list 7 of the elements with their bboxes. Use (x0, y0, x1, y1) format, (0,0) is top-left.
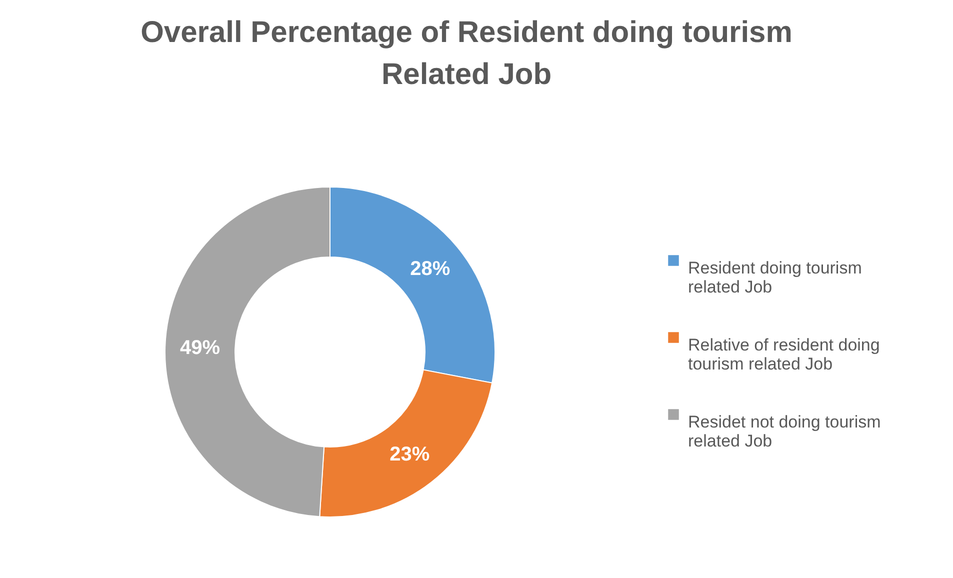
chart-title: Overall Percentage of Resident doing tourism Related Job (140, 16, 792, 91)
data-label: 28% (410, 258, 450, 280)
legend-label: Residet not doing tourism related Job (688, 412, 881, 450)
legend-label: Resident doing tourism related Job (688, 258, 862, 296)
legend-label: Relative of resident doing tourism related Job (688, 336, 880, 374)
data-label: 23% (390, 444, 430, 466)
data-label: 49% (180, 336, 220, 359)
